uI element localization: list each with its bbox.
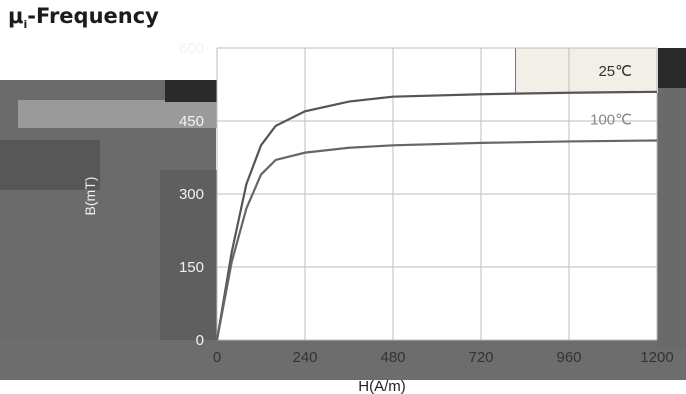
background-panel [657, 48, 686, 348]
x-tick-label: 960 [556, 349, 581, 366]
x-tick-label: 240 [292, 349, 317, 366]
background-panel [657, 48, 686, 88]
series-label: 25℃ [598, 63, 632, 80]
background-panel [18, 100, 218, 128]
y-tick-label: 450 [179, 113, 204, 130]
y-tick-label: 0 [196, 332, 204, 349]
x-axis-label: H(A/m) [358, 378, 406, 394]
x-tick-label: 1200 [640, 349, 673, 366]
grid-lines [216, 47, 658, 341]
y-tick-label: 600 [179, 40, 204, 57]
y-axis-label: B(mT) [82, 177, 98, 216]
series-lines [215, 90, 658, 341]
y-tick-label: 300 [179, 186, 204, 203]
legend-box [515, 48, 658, 93]
series-line-1 [215, 90, 658, 341]
x-tick-label: 480 [380, 349, 405, 366]
tick-labels: 0 240 480 720 960 1200 0 150 300 450 600 H(A/m) B(mT… [82, 40, 674, 394]
page-title: μi-Frequency [8, 4, 159, 32]
x-tick-label: 0 [213, 349, 221, 366]
x-tick-label: 720 [468, 349, 493, 366]
series-label: 100℃ [590, 111, 632, 128]
background-panel [0, 140, 100, 190]
y-tick-label: 150 [179, 259, 204, 276]
series-line-2 [215, 139, 658, 341]
background-panel [165, 80, 217, 102]
background-panel [0, 340, 686, 380]
